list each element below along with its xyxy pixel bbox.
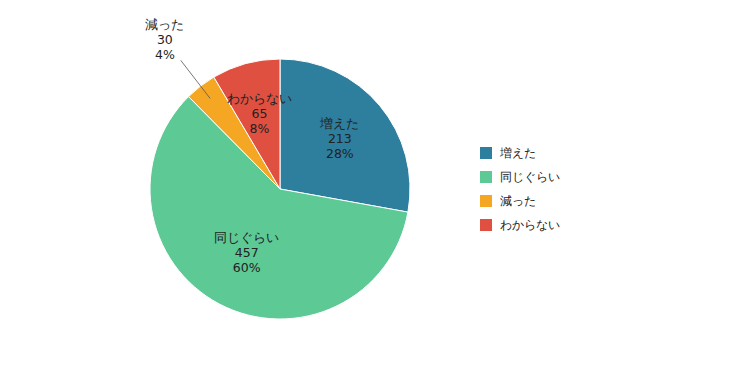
legend: 増えた同じぐらい減ったわからない (480, 146, 560, 232)
data-label-line: 457 (235, 245, 259, 260)
legend-label: わからない (500, 218, 560, 232)
data-label: 同じぐらい45760% (214, 230, 279, 275)
leader-line (181, 60, 210, 98)
legend-swatch (480, 219, 492, 231)
data-label-line: 60% (233, 260, 261, 275)
data-label-line: 減った (145, 17, 184, 32)
data-label-line: 増えた (319, 116, 359, 131)
legend-label: 増えた (499, 146, 536, 160)
pie-slice (280, 59, 410, 212)
data-label-line: 8% (250, 121, 270, 136)
legend-item: 同じぐらい (480, 170, 560, 184)
legend-swatch (480, 147, 492, 159)
legend-label: 減った (500, 194, 536, 208)
data-label: 減った304% (145, 17, 184, 62)
data-label-line: 30 (157, 32, 173, 47)
data-label: わからない658% (227, 91, 292, 136)
data-label-line: わからない (227, 91, 292, 106)
slices (150, 59, 410, 319)
legend-item: 減った (480, 194, 536, 208)
data-label-line: 213 (328, 131, 352, 146)
legend-item: 増えた (480, 146, 536, 160)
legend-label: 同じぐらい (500, 170, 560, 184)
data-label-line: 同じぐらい (214, 230, 279, 245)
legend-item: わからない (480, 218, 560, 232)
data-label-line: 65 (251, 106, 267, 121)
data-label-line: 28% (326, 146, 354, 161)
pie: 増えた21328% 同じぐらい45760% 減った304% わからない658% (145, 17, 410, 319)
data-label-line: 4% (155, 47, 175, 62)
legend-swatch (480, 171, 492, 183)
data-labels: 増えた21328% 同じぐらい45760% 減った304% わからない658% (145, 17, 359, 275)
legend-swatch (480, 195, 492, 207)
data-label: 増えた21328% (319, 116, 359, 161)
chart: 増えた21328%同じぐらい45760%減った304%わからない658%増えた同… (0, 0, 756, 378)
pie-slice (214, 59, 280, 189)
